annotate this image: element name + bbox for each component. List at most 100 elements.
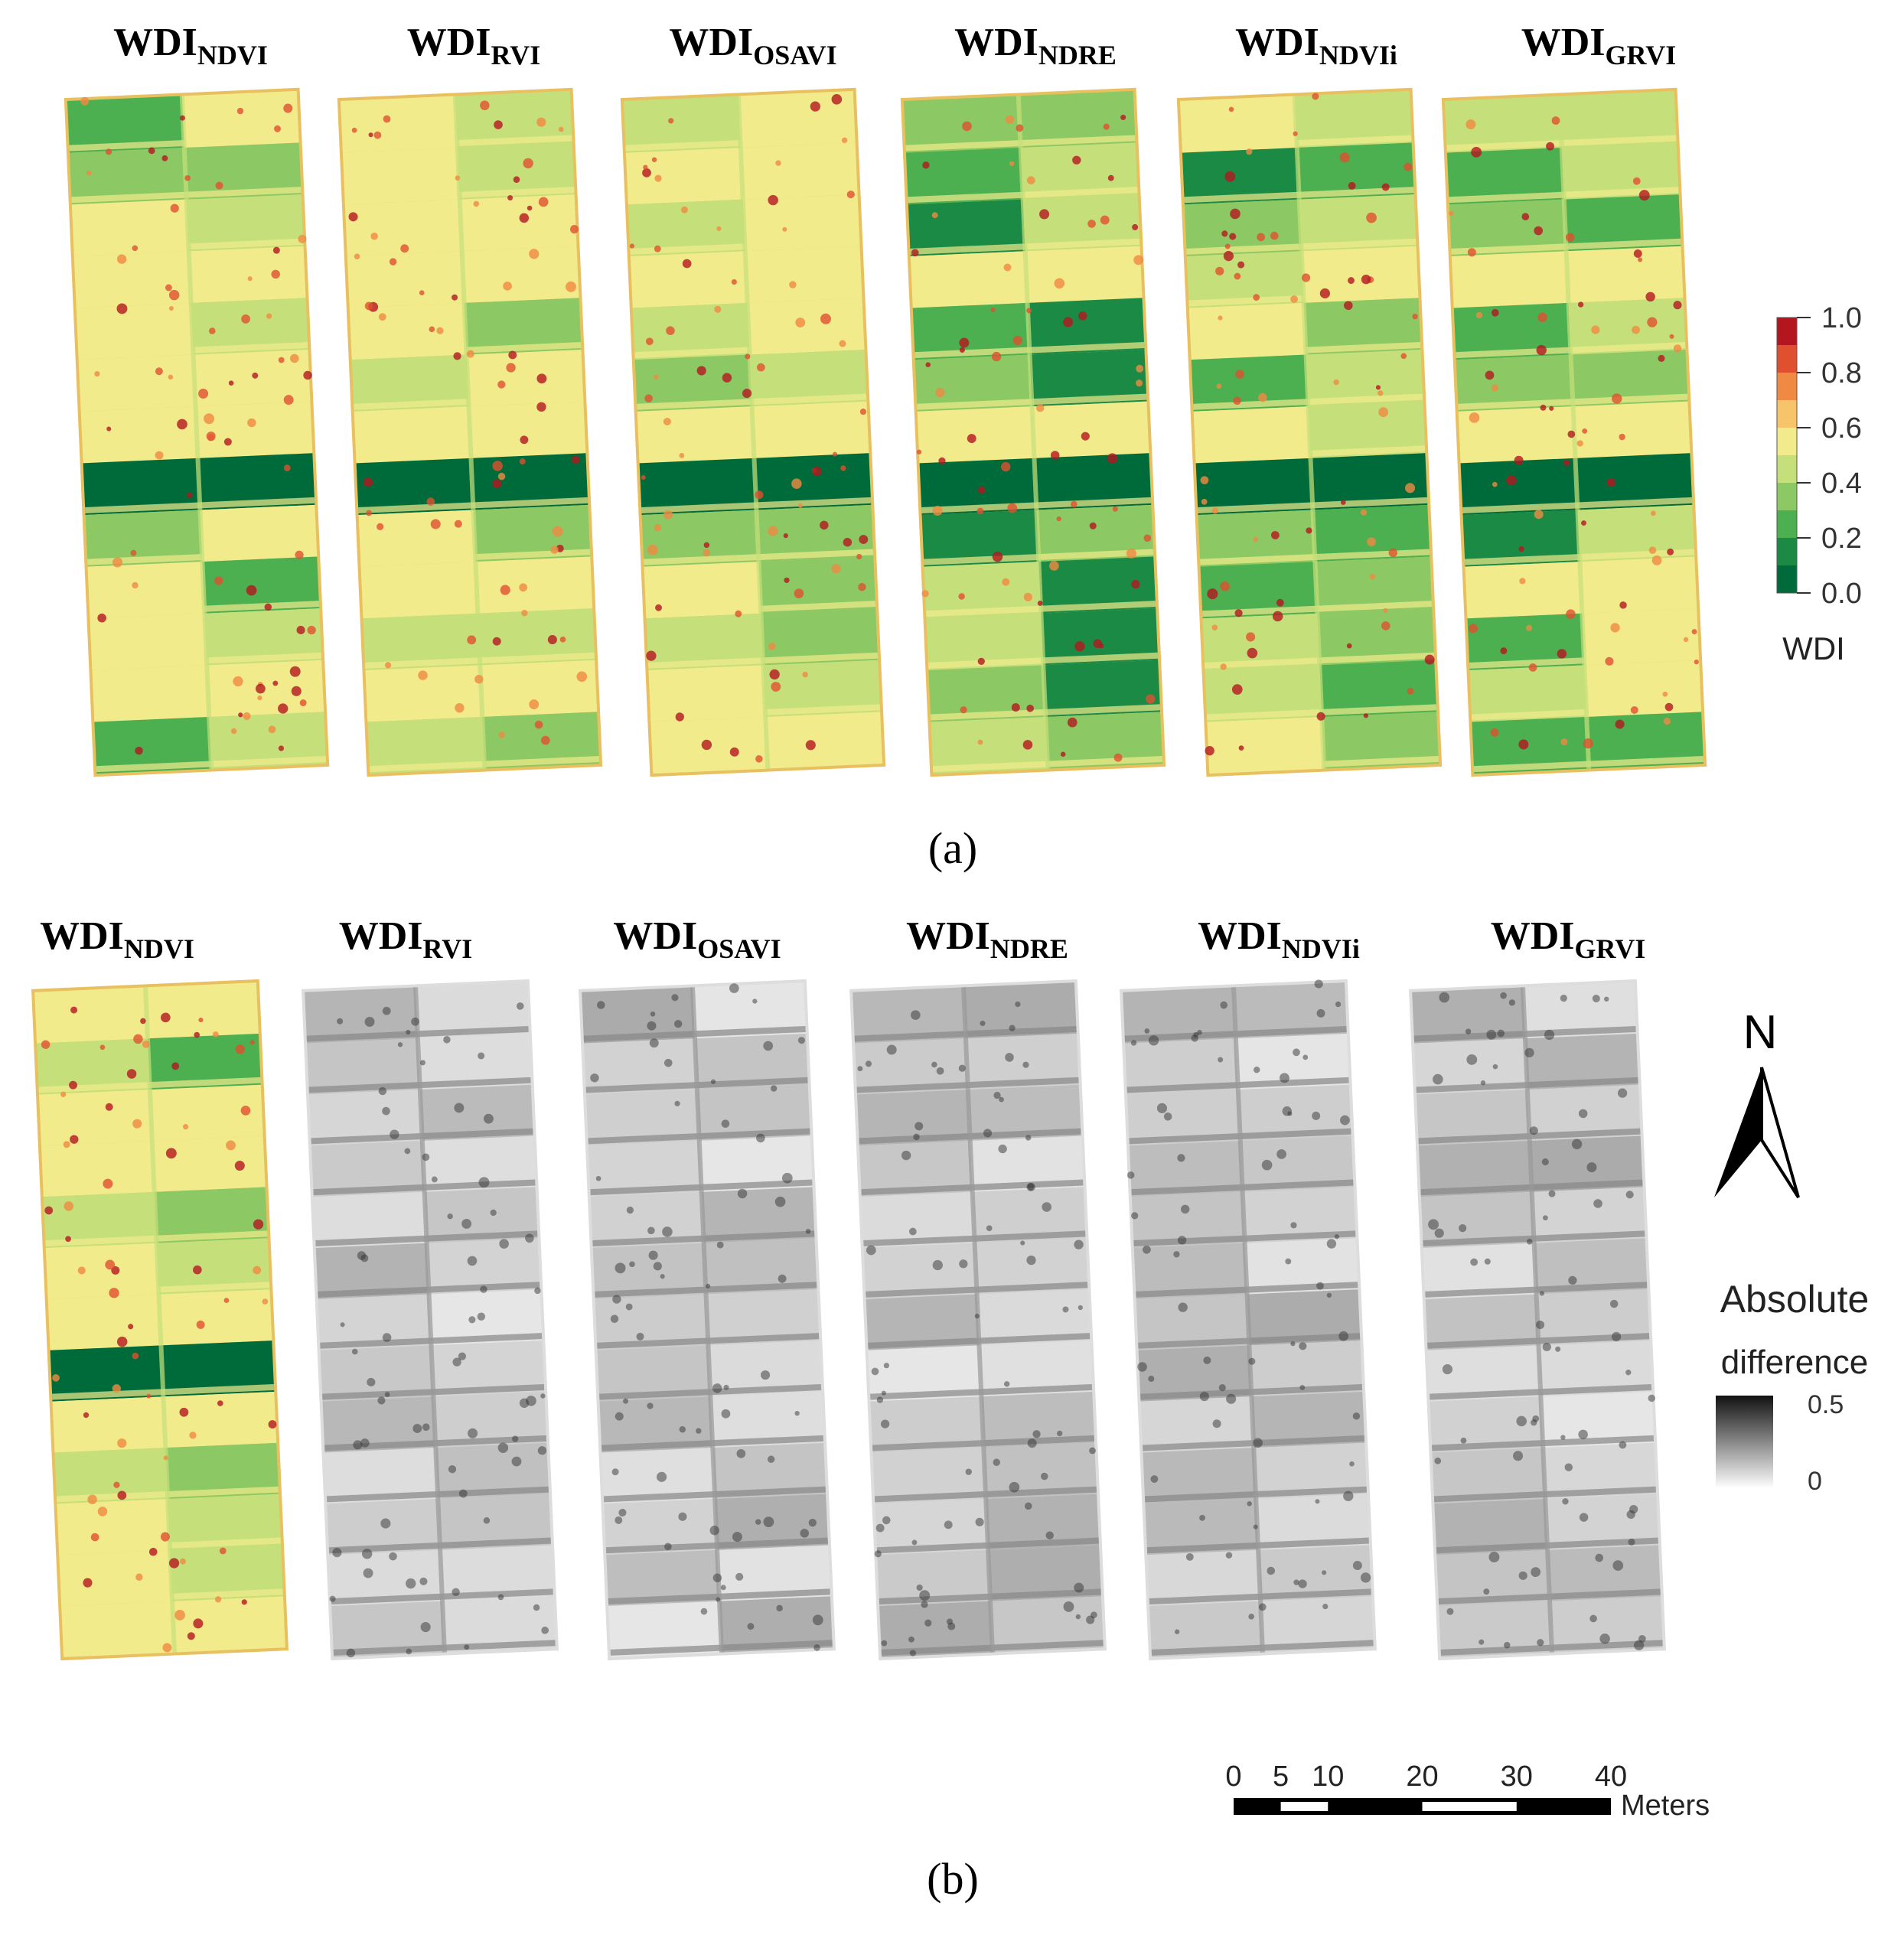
field-spot: [468, 1428, 478, 1438]
field-spot: [794, 588, 804, 598]
title-main: WDI: [1235, 21, 1319, 64]
field-spot: [1381, 183, 1390, 191]
field-spot: [679, 453, 685, 458]
field-spot: [60, 1091, 67, 1097]
field-spot: [654, 174, 662, 182]
field-block: [1143, 1448, 1257, 1504]
field-spot: [283, 103, 293, 113]
field-spot: [303, 370, 312, 380]
field-spot: [789, 281, 797, 288]
field-block: [50, 1345, 164, 1402]
field-block: [1258, 1545, 1371, 1601]
field-spot: [1011, 703, 1020, 712]
field-spot: [198, 1017, 204, 1023]
field-spot: [709, 1526, 719, 1536]
field-spot: [612, 1295, 621, 1304]
field-spot: [238, 712, 243, 718]
field-spot: [922, 161, 930, 169]
field-spot: [859, 535, 869, 544]
field-spot: [367, 1377, 376, 1387]
field-spot: [909, 1650, 917, 1656]
field-block: [440, 1545, 553, 1601]
field-spot: [1042, 1202, 1051, 1212]
field-block: [701, 1187, 815, 1243]
field-spot: [1518, 1571, 1527, 1580]
field-block: [967, 1084, 1081, 1141]
field-spot: [636, 1332, 644, 1340]
field-block: [628, 199, 745, 256]
field-spot: [458, 1489, 468, 1498]
field-block: [188, 246, 306, 303]
field-path: [413, 987, 447, 1653]
colorbar-frame: [1776, 317, 1798, 594]
field-spot: [1593, 1199, 1602, 1208]
field-spot: [668, 118, 674, 124]
field-spot: [901, 1150, 911, 1161]
field-spot: [520, 435, 529, 445]
field-block: [1458, 406, 1576, 464]
field-block: [875, 1499, 989, 1555]
field-spot: [174, 1610, 185, 1621]
field-spot: [1651, 555, 1662, 565]
field-block: [1550, 1596, 1663, 1653]
field-spot: [650, 1011, 656, 1017]
field-spot: [1442, 1363, 1452, 1375]
field-spot: [1201, 498, 1208, 505]
field-spot: [453, 352, 461, 360]
field-spot: [664, 1542, 672, 1551]
diff-tick-label: 0.5: [1808, 1390, 1844, 1419]
title-main: WDI: [407, 21, 491, 64]
field-spot: [1205, 745, 1214, 756]
field-spot: [1225, 1552, 1233, 1559]
field-spot: [492, 479, 502, 489]
field-spot: [1529, 1126, 1538, 1135]
caption-a: (a): [928, 823, 977, 873]
field-spot: [778, 1274, 787, 1283]
field-block: [1584, 660, 1702, 717]
field-spot: [492, 637, 501, 646]
field-spot: [1258, 393, 1267, 402]
field-spot: [839, 340, 846, 347]
field-block: [482, 712, 600, 769]
field-block: [342, 148, 460, 205]
field-spot: [274, 125, 281, 132]
field-spot: [797, 503, 803, 508]
field-block: [1444, 96, 1562, 153]
field-block: [1145, 1499, 1259, 1555]
field-block: [644, 562, 761, 619]
field-block: [990, 1596, 1104, 1653]
field-spot: [1465, 119, 1476, 130]
field-block: [1041, 608, 1159, 666]
map-title: WDIGRVI: [1491, 914, 1646, 964]
field-spot: [168, 289, 180, 301]
field-spot: [1235, 370, 1244, 379]
field-block: [1242, 1187, 1356, 1243]
field-spot: [547, 635, 557, 645]
field-block: [1207, 716, 1325, 774]
field-spot: [1479, 1639, 1485, 1645]
field-spot: [1326, 1292, 1332, 1298]
field-spot: [701, 739, 712, 751]
field-block: [149, 1084, 263, 1141]
field-spot: [774, 1196, 786, 1207]
field-block: [921, 510, 1039, 567]
field-spot: [80, 96, 90, 106]
field-spot: [378, 313, 386, 321]
field-spot: [1604, 996, 1609, 1002]
field-spot: [1471, 146, 1482, 158]
field-block: [76, 302, 194, 360]
field-block: [1022, 194, 1140, 252]
field-spot: [992, 551, 1003, 562]
field-spot: [389, 258, 397, 265]
field-spot: [1035, 404, 1045, 412]
field-spot: [1026, 1182, 1035, 1192]
field-block: [1032, 401, 1149, 458]
field-spot: [1626, 1510, 1635, 1520]
field-spot: [497, 472, 506, 480]
field-spot: [1518, 546, 1524, 552]
field-block: [87, 562, 205, 619]
field-block: [1136, 1294, 1250, 1350]
field-spot: [1091, 1611, 1097, 1619]
field-block: [426, 1238, 540, 1295]
field-block: [1240, 1135, 1354, 1192]
